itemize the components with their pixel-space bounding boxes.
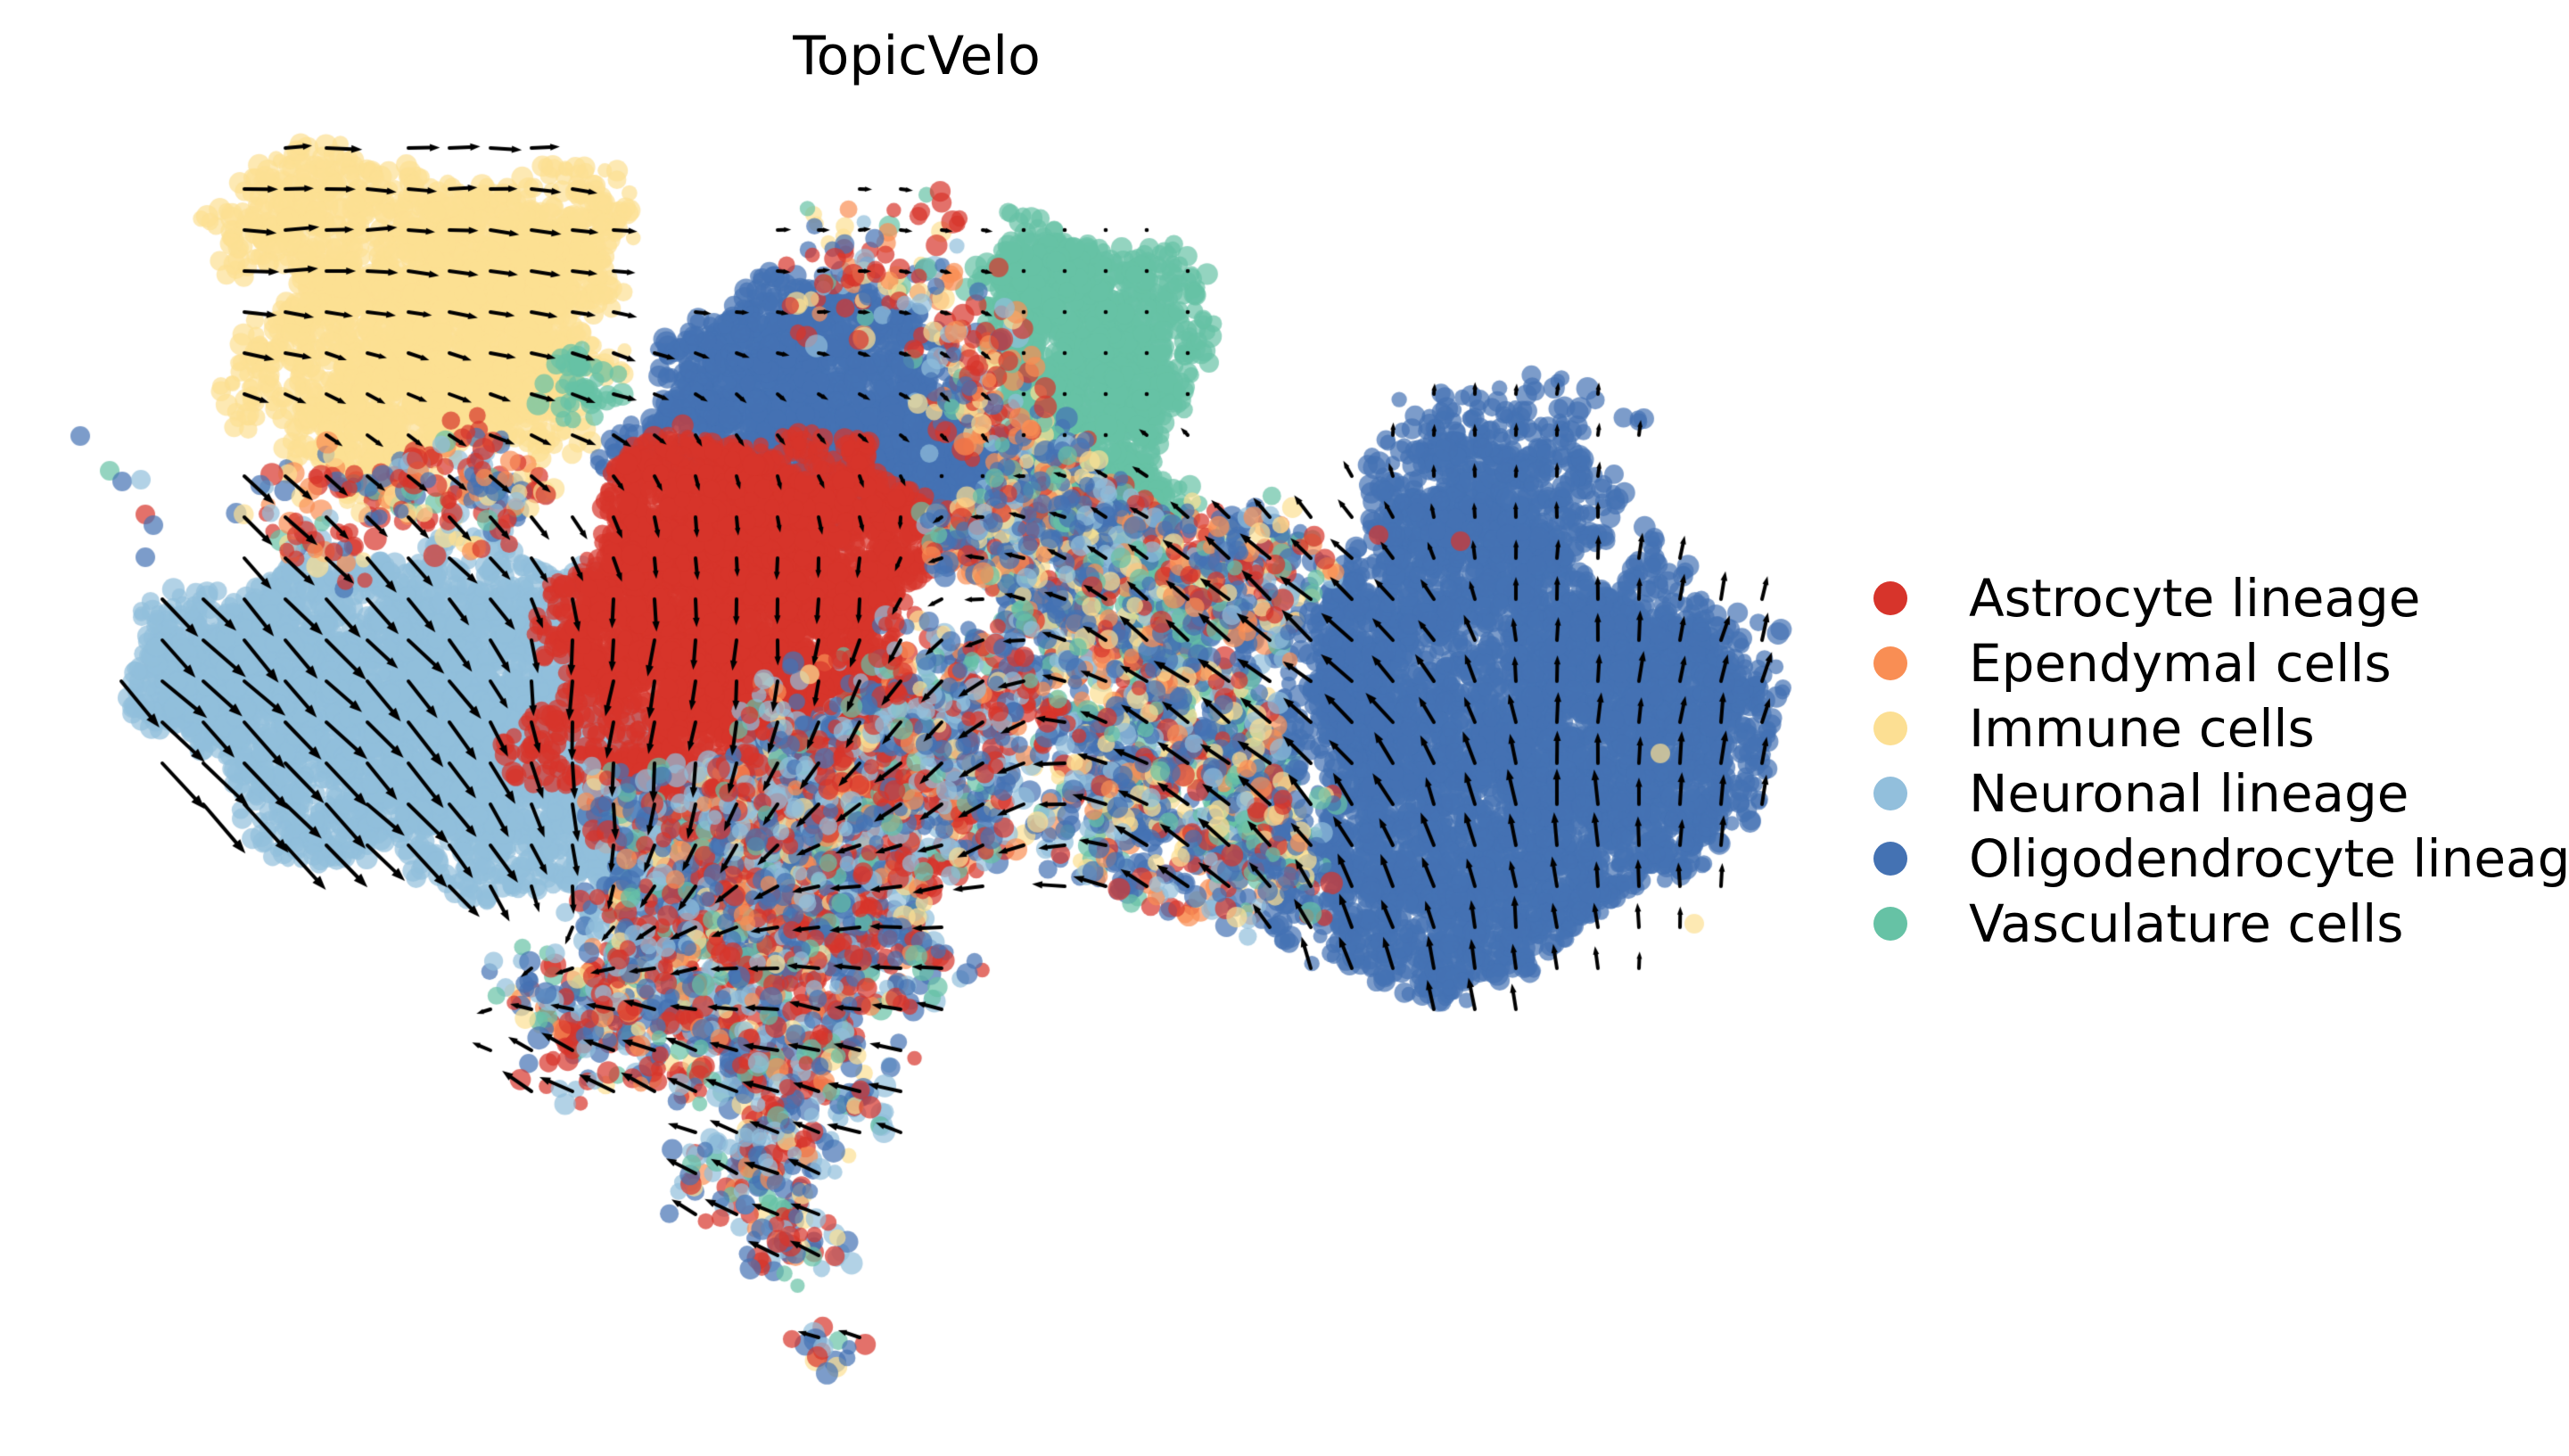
page-title: TopicVelo — [793, 25, 1041, 87]
legend-item-ependymal: Ependymal cells — [1873, 630, 2569, 695]
legend-item-astrocyte: Astrocyte lineage — [1873, 565, 2569, 630]
legend-swatch — [1873, 711, 1907, 745]
legend-swatch — [1873, 776, 1907, 810]
legend-swatch — [1873, 580, 1907, 615]
legend-label: Immune cells — [1969, 697, 2315, 759]
legend-item-vasculature: Vasculature cells — [1873, 891, 2569, 956]
legend-swatch — [1873, 841, 1907, 876]
legend-item-immune: Immune cells — [1873, 695, 2569, 761]
legend-label: Oligodendrocyte lineage — [1969, 827, 2569, 889]
legend-swatch — [1873, 646, 1907, 680]
legend-label: Ependymal cells — [1969, 632, 2392, 694]
legend-item-neuronal: Neuronal lineage — [1873, 761, 2569, 826]
legend-swatch — [1873, 906, 1907, 941]
legend: Astrocyte lineage Ependymal cells Immune… — [1873, 565, 2569, 956]
legend-item-oligodendrocyte: Oligodendrocyte lineage — [1873, 826, 2569, 891]
legend-label: Neuronal lineage — [1969, 762, 2409, 824]
legend-label: Vasculature cells — [1969, 893, 2404, 954]
legend-label: Astrocyte lineage — [1969, 567, 2421, 629]
